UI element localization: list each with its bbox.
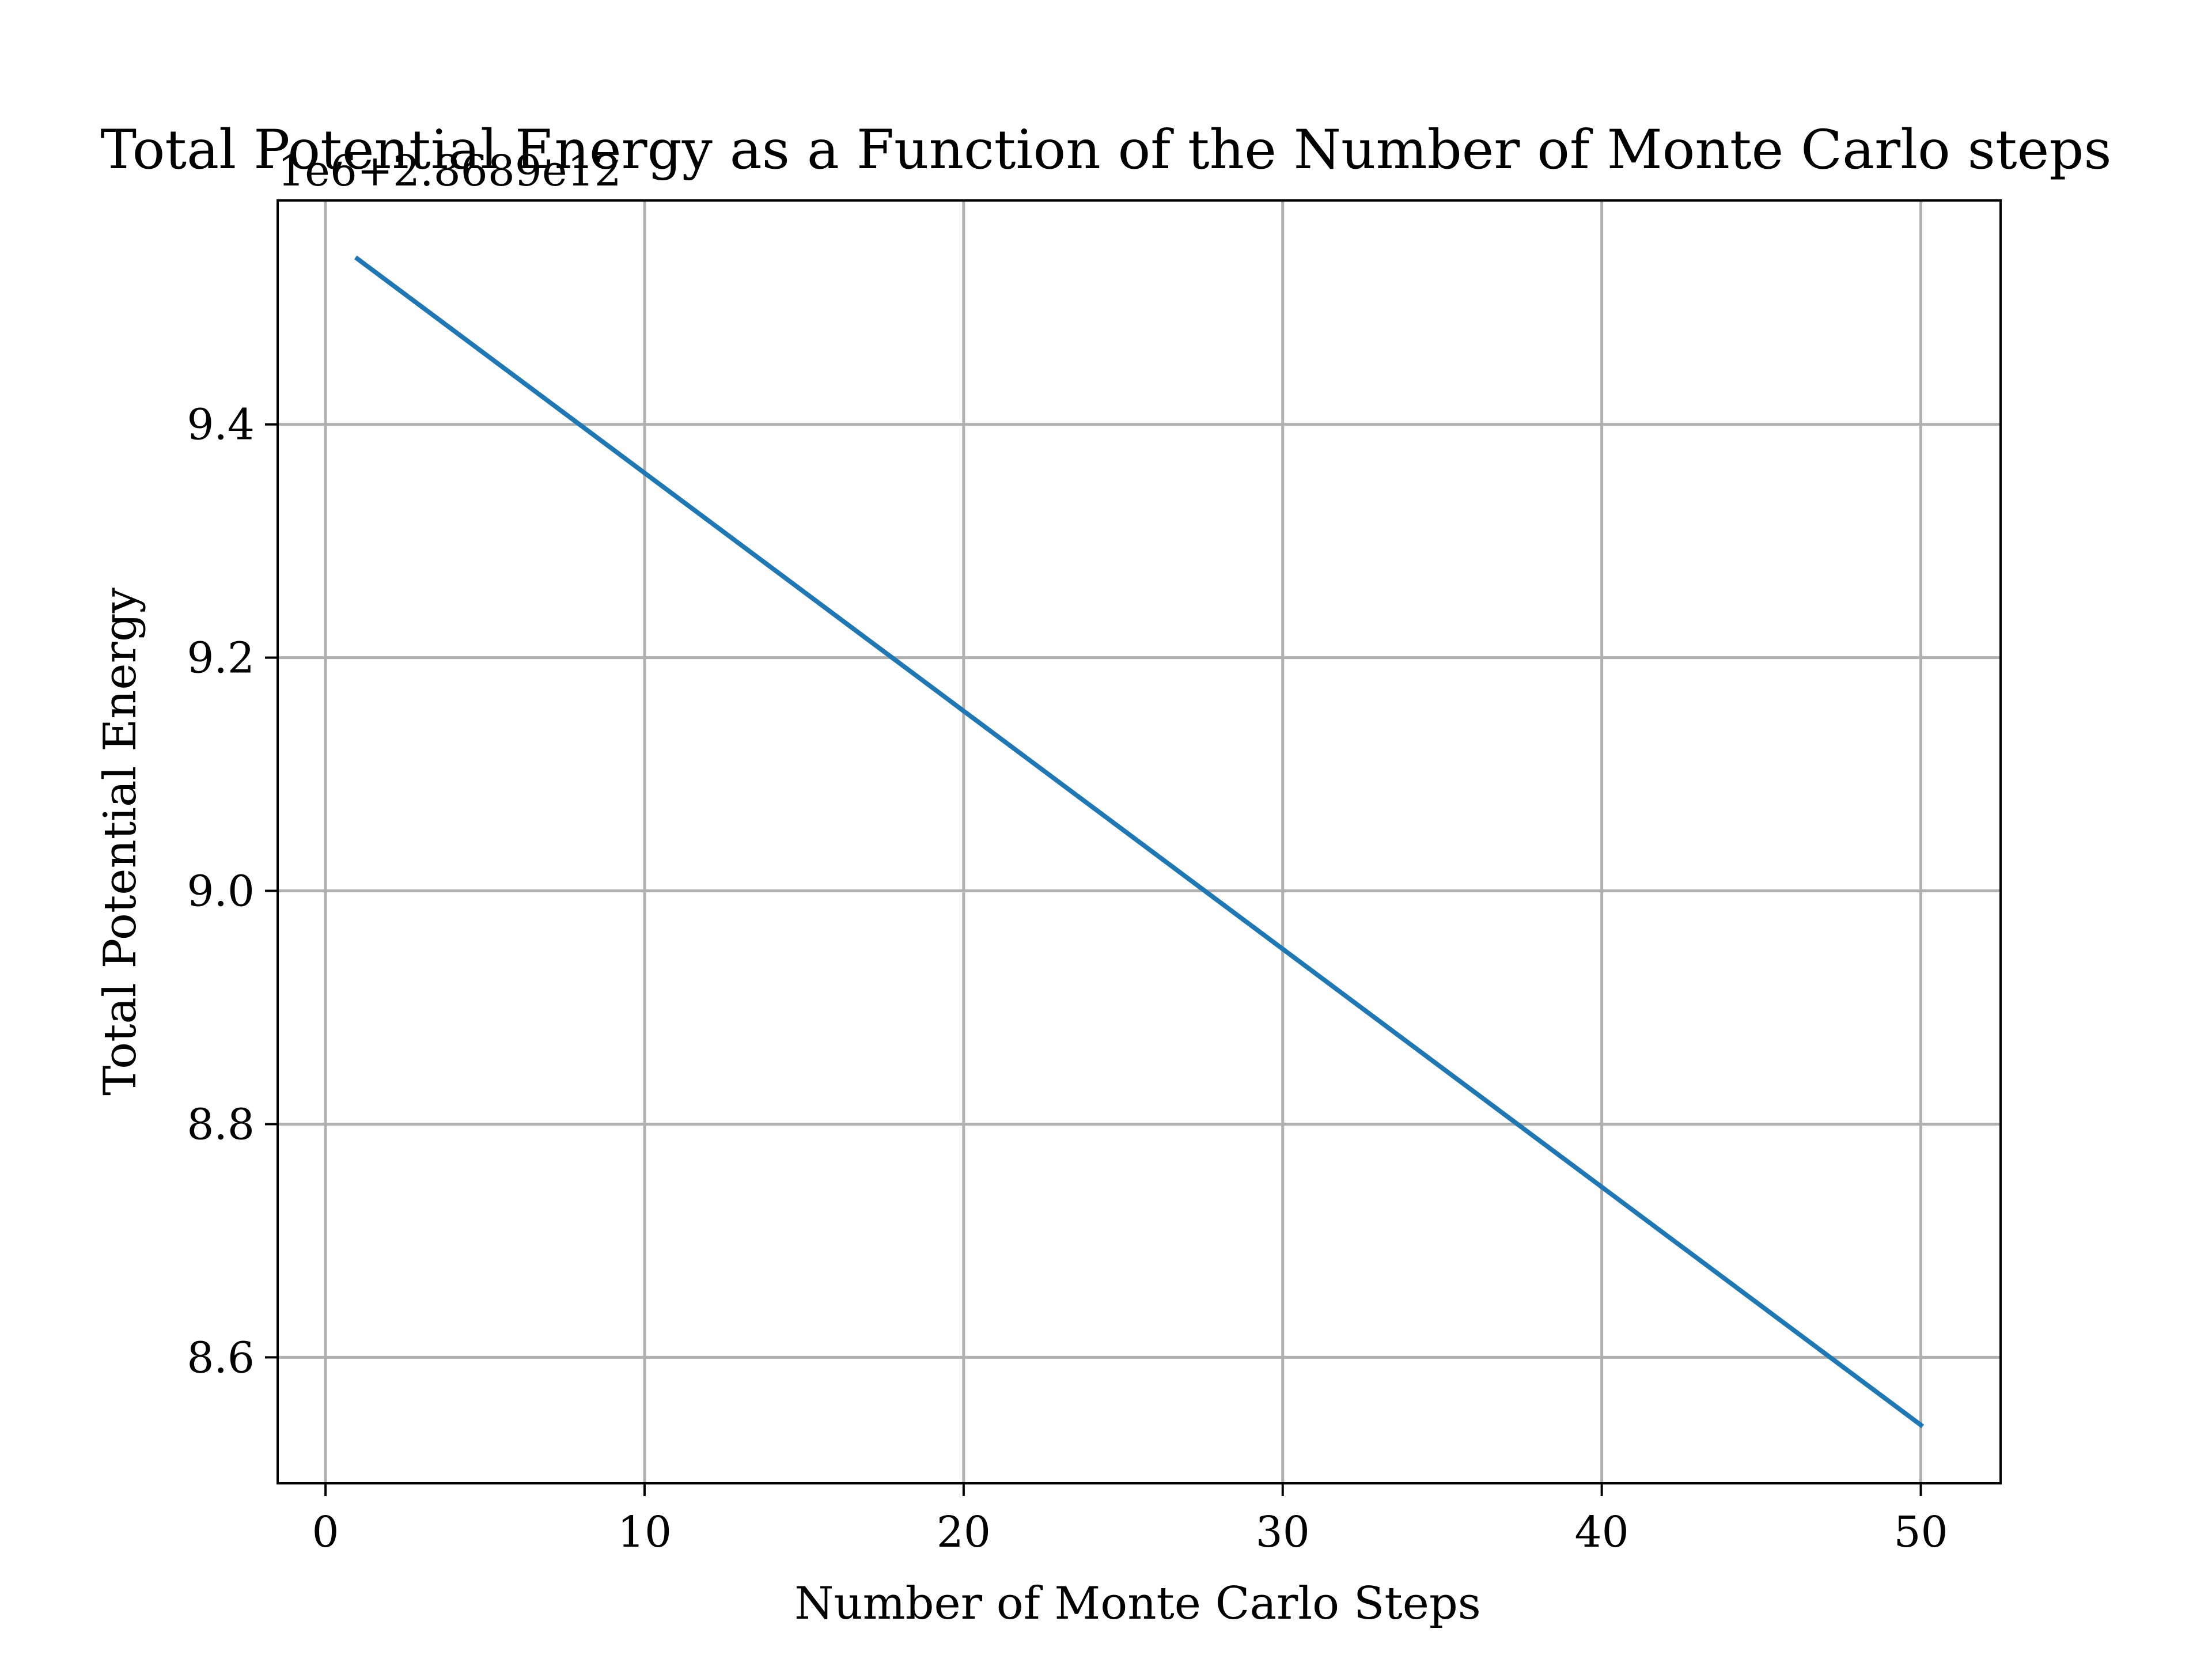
x-tick-label: 0	[312, 1508, 339, 1557]
x-tick-label: 10	[618, 1508, 672, 1557]
grid-lines	[278, 200, 2001, 1483]
x-tick-label: 20	[937, 1508, 991, 1557]
x-tick-label: 30	[1256, 1508, 1310, 1557]
y-tick-label: 9.2	[187, 634, 255, 683]
y-axis-offset-label: 1e6+2.8689e12	[278, 146, 622, 196]
y-tick-label: 8.8	[187, 1100, 255, 1149]
tick-marks	[265, 423, 1922, 1496]
series-line	[354, 255, 1925, 1429]
y-tick-label: 8.6	[187, 1333, 255, 1382]
y-tick-label: 9.4	[187, 400, 255, 450]
x-tick-label: 50	[1893, 1508, 1948, 1557]
tick-labels: 0 10 20 30 40 50 8.6 8.8 9.0 9.2 9.4	[187, 400, 1948, 1557]
chart-title: Total Potential Energy as a Function of …	[100, 119, 2111, 181]
y-axis-label: Total Potential Energy	[94, 588, 146, 1096]
x-tick-label: 40	[1575, 1508, 1629, 1557]
y-tick-label: 9.0	[187, 867, 255, 916]
series-layer	[354, 255, 1925, 1429]
x-axis-label: Number of Monte Carlo Steps	[794, 1578, 1481, 1630]
plot-frame	[276, 199, 2002, 1484]
